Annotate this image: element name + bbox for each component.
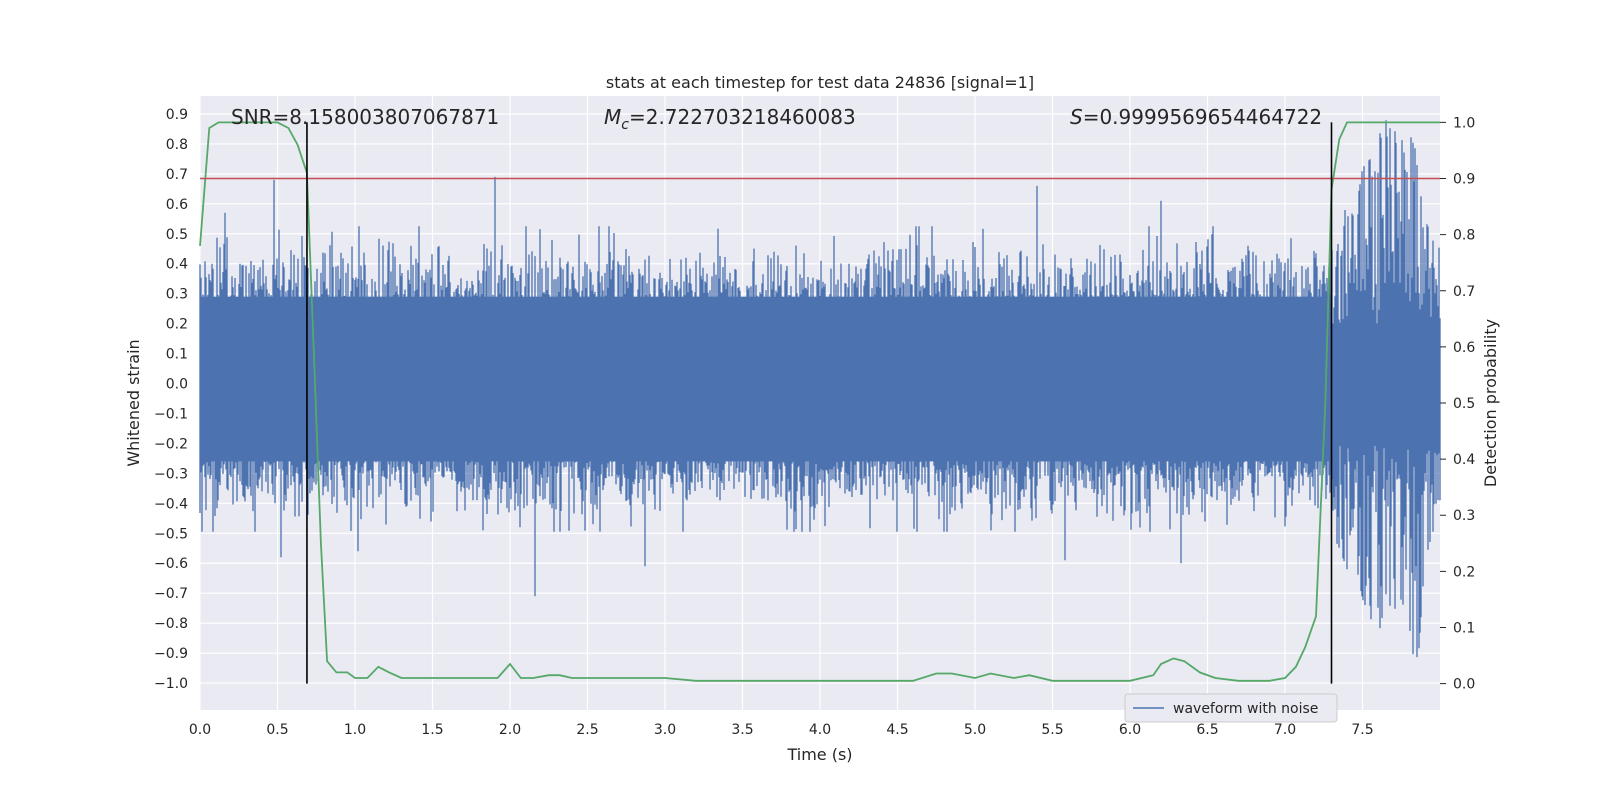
y-right-tick-label: 0.1 bbox=[1453, 620, 1475, 636]
waveform-series bbox=[199, 120, 1441, 658]
y-right-tick-label: 0.8 bbox=[1453, 228, 1475, 244]
y-right-tick-label: 0.4 bbox=[1453, 452, 1475, 468]
x-axis-label: Time (s) bbox=[786, 745, 852, 764]
mc-annotation: Mc=2.722703218460083 bbox=[604, 105, 856, 133]
x-tick-label: 6.5 bbox=[1196, 722, 1218, 738]
y-right-tick-label: 0.7 bbox=[1453, 284, 1475, 300]
y-left-tick-label: 0.1 bbox=[166, 347, 188, 363]
y-axis-right-label: Detection probability bbox=[1481, 319, 1500, 487]
y-axis-left-label: Whitened strain bbox=[124, 339, 143, 466]
mc-subscript: c bbox=[621, 117, 629, 133]
x-tick-label: 0.5 bbox=[266, 722, 288, 738]
x-tick-label: 6.0 bbox=[1119, 722, 1141, 738]
mc-value: =2.722703218460083 bbox=[629, 105, 856, 129]
y-left-tick-label: 0.7 bbox=[166, 167, 188, 183]
x-tick-label: 7.5 bbox=[1351, 722, 1373, 738]
ticks: 0.0 0.5 1.0 1.5 2.0 2.5 3.0 3.5 4.0 4.5 5.0 5.5 6.0 6… bbox=[154, 107, 1475, 738]
y-left-tick-label: 0.3 bbox=[166, 287, 188, 303]
y-right-tick-label: 0.2 bbox=[1453, 564, 1475, 580]
y-left-tick-label: −0.7 bbox=[154, 586, 188, 602]
y-right-tick-label: 0.0 bbox=[1453, 677, 1475, 693]
y-left-tick-label: 0.0 bbox=[166, 377, 188, 393]
x-tick-label: 4.5 bbox=[886, 722, 908, 738]
y-left-tick-label: 0.4 bbox=[166, 257, 188, 273]
legend-label-waveform: waveform with noise bbox=[1173, 701, 1318, 717]
x-tick-label: 1.5 bbox=[421, 722, 443, 738]
y-right-tick-label: 0.6 bbox=[1453, 340, 1475, 356]
s-value: =0.9999569654464722 bbox=[1083, 105, 1322, 129]
y-left-tick-label: −0.2 bbox=[154, 436, 188, 452]
x-tick-label: 5.0 bbox=[964, 722, 986, 738]
reference-lines bbox=[200, 122, 1440, 684]
x-tick-label: 3.0 bbox=[654, 722, 676, 738]
x-tick-label: 2.5 bbox=[576, 722, 598, 738]
mc-symbol: M bbox=[604, 105, 621, 129]
x-tick-label: 2.0 bbox=[499, 722, 521, 738]
y-left-tick-label: −0.9 bbox=[154, 646, 188, 662]
y-left-tick-label: −0.6 bbox=[154, 556, 188, 572]
y-left-tick-label: 0.8 bbox=[166, 137, 188, 153]
snr-annotation: SNR=8.158003807067871 bbox=[231, 105, 499, 129]
chart-title: stats at each timestep for test data 248… bbox=[606, 73, 1034, 92]
x-tick-label: 0.0 bbox=[189, 722, 211, 738]
x-tick-label: 3.5 bbox=[731, 722, 753, 738]
y-left-tick-label: 0.5 bbox=[166, 227, 188, 243]
y-left-tick-label: 0.6 bbox=[166, 197, 188, 213]
s-annotation: S=0.9999569654464722 bbox=[1070, 105, 1322, 129]
y-left-tick-label: −0.8 bbox=[154, 616, 188, 632]
probability-line bbox=[199, 121, 1440, 682]
y-left-tick-label: −0.1 bbox=[154, 406, 188, 422]
y-right-tick-label: 0.9 bbox=[1453, 172, 1475, 188]
y-left-tick-label: −1.0 bbox=[154, 676, 188, 692]
y-left-tick-label: 0.2 bbox=[166, 317, 188, 333]
y-right-tick-label: 1.0 bbox=[1453, 115, 1475, 131]
x-tick-label: 1.0 bbox=[344, 722, 366, 738]
waveform-core bbox=[200, 296, 1332, 462]
legend: waveform with noise bbox=[1124, 693, 1338, 723]
x-tick-label: 4.0 bbox=[809, 722, 831, 738]
s-symbol: S bbox=[1070, 105, 1083, 129]
probability-series bbox=[199, 121, 1441, 682]
y-left-tick-label: −0.4 bbox=[154, 496, 188, 512]
y-left-tick-label: −0.3 bbox=[154, 466, 188, 482]
y-left-tick-label: 0.9 bbox=[166, 107, 188, 123]
x-tick-label: 7.0 bbox=[1274, 722, 1296, 738]
x-tick-label: 5.5 bbox=[1041, 722, 1063, 738]
y-right-tick-label: 0.3 bbox=[1453, 508, 1475, 524]
legend-box bbox=[1124, 693, 1338, 723]
y-right-tick-label: 0.5 bbox=[1453, 396, 1475, 412]
y-left-tick-label: −0.5 bbox=[154, 526, 188, 542]
